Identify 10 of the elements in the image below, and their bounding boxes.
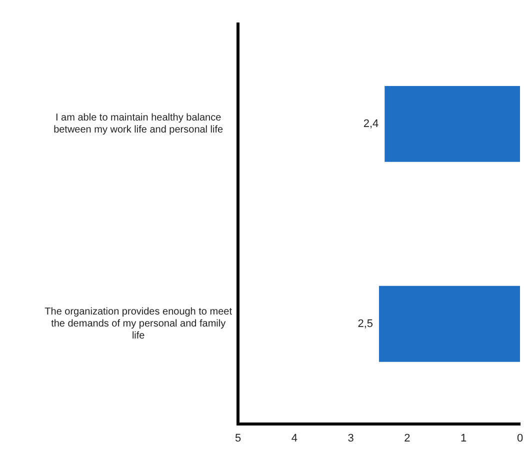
x-tick-label: 1 [460,432,467,444]
x-tick-label: 0 [516,432,524,444]
x-tick-label: 4 [291,432,298,444]
x-tick-label: 2 [404,432,410,444]
y-tick-label: The organization provides enough to meet the demands of my personal and family life [44,306,232,342]
x-tick-label: 3 [348,432,354,444]
y-tick-label: I am able to maintain healthy balance between my work life and personal life [54,112,224,136]
data-label: 2,5 [358,318,373,330]
data-label: 2,4 [363,118,379,130]
x-tick-label: 5 [234,432,242,444]
